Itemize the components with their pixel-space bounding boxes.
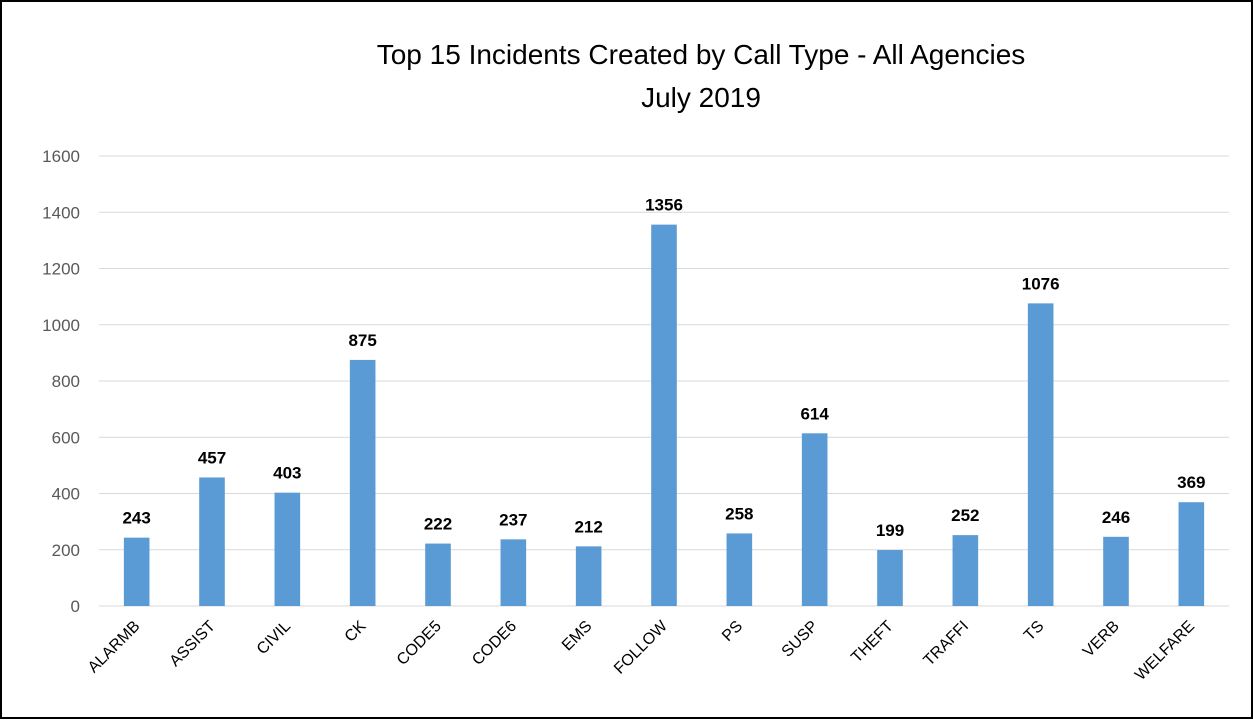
y-tick-label: 600 (52, 428, 80, 447)
x-category-label: ASSIST (167, 618, 219, 670)
bar-code6 (500, 539, 527, 606)
data-label: 252 (951, 506, 979, 525)
data-label: 1356 (645, 196, 683, 215)
x-category-label: THEFT (848, 618, 897, 667)
x-category-label: SUSP (779, 618, 822, 661)
x-axis-categories: ALARMB ASSIST CIVIL CK CODE5 CODE6 EMS FOLLOW PS… (85, 617, 1198, 684)
data-label: 258 (725, 504, 753, 523)
bar-welfare (1178, 502, 1205, 606)
y-tick-label: 800 (52, 372, 80, 391)
bar-assist (199, 477, 225, 606)
x-category-label: PS (719, 618, 746, 645)
y-tick-label: 1200 (42, 260, 80, 279)
x-category-label: ALARMB (85, 618, 144, 677)
bars (123, 224, 1205, 606)
data-label: 457 (198, 448, 226, 467)
bar-susp (801, 433, 828, 606)
data-label: 237 (499, 510, 527, 529)
x-category-label: VERB (1080, 618, 1123, 661)
data-label: 212 (574, 517, 602, 536)
data-label: 1076 (1022, 274, 1060, 293)
y-tick-label: 1400 (42, 203, 80, 222)
data-label: 875 (348, 331, 376, 350)
y-tick-label: 0 (71, 597, 80, 616)
bar-ck (349, 359, 376, 606)
data-label: 403 (273, 464, 301, 483)
x-category-label: TS (1021, 618, 1047, 644)
x-category-label: CODE5 (394, 618, 445, 669)
data-label: 222 (424, 515, 452, 534)
y-tick-label: 400 (52, 485, 80, 504)
bar-theft (877, 550, 903, 606)
x-category-label: FOLLOW (611, 617, 671, 677)
chart-subtitle: July 2019 (641, 82, 761, 113)
data-label: 614 (800, 404, 829, 423)
x-category-label: CODE6 (469, 618, 520, 669)
data-label: 369 (1177, 473, 1205, 492)
x-category-label: WELFARE (1132, 618, 1198, 684)
bar-alarmb (123, 537, 150, 606)
bar-traffi (952, 535, 979, 606)
y-tick-label: 1600 (42, 147, 80, 166)
data-label: 246 (1102, 508, 1130, 527)
bar-follow (651, 224, 677, 606)
bar-ts (1027, 303, 1054, 606)
bar-code5 (425, 543, 451, 606)
bar-ps (726, 533, 753, 606)
bar-civil (274, 492, 301, 606)
x-category-label: CIVIL (254, 618, 294, 658)
y-tick-label: 1000 (42, 316, 80, 335)
x-category-label: TRAFFI (921, 618, 973, 670)
x-category-label: EMS (559, 618, 596, 655)
data-label: 199 (876, 521, 904, 540)
bar-verb (1103, 536, 1129, 606)
y-axis-ticks: 0 200 400 600 800 1000 1200 1400 1600 (42, 147, 80, 616)
chart-title: Top 15 Incidents Created by Call Type - … (377, 39, 1026, 70)
bar-ems (575, 546, 602, 606)
x-category-label: CK (342, 618, 370, 646)
y-tick-label: 200 (52, 541, 80, 560)
data-label: 243 (122, 509, 150, 528)
data-labels: 243 457 403 875 222 237 212 1356 258 614 199 252 107… (122, 196, 1205, 540)
